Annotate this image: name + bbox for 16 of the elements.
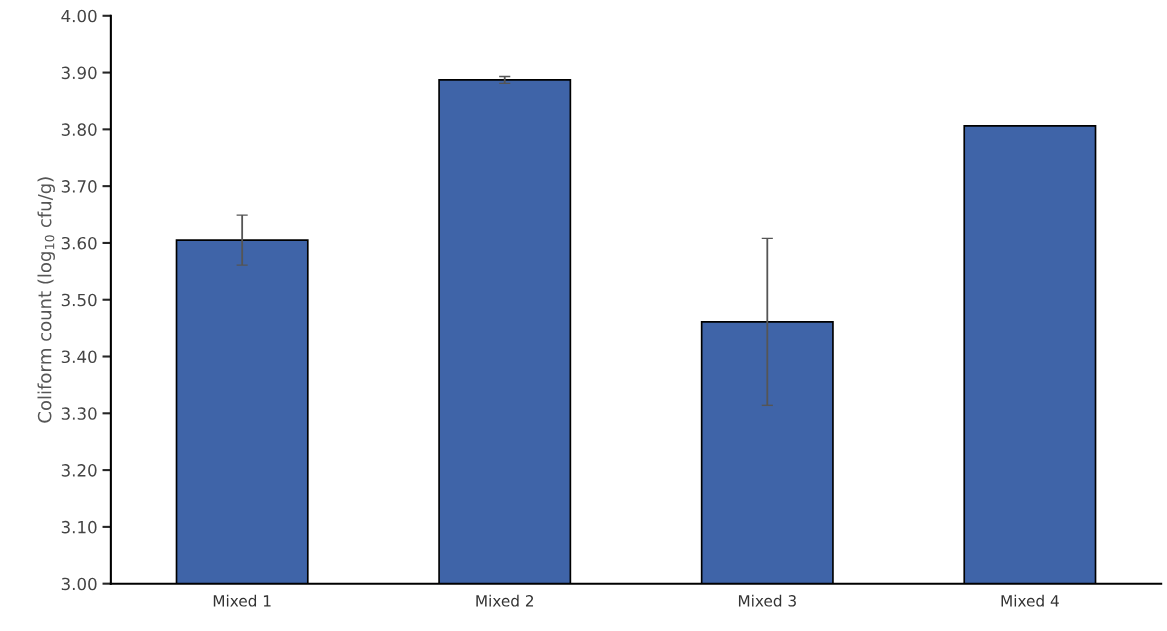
y-tick-label: 3.10 xyxy=(61,520,97,534)
y-tick-label: 3.40 xyxy=(61,350,97,364)
y-tick-label: 3.90 xyxy=(61,66,97,80)
y-tick-label: 3.50 xyxy=(61,293,97,307)
y-tick-label: 4.00 xyxy=(61,9,97,23)
y-tick-label: 3.20 xyxy=(61,464,97,477)
x-tick-label: Mixed 2 xyxy=(476,594,534,607)
x-tick-label: Mixed 1 xyxy=(213,594,271,607)
x-tick-label: Mixed 3 xyxy=(738,594,796,607)
y-tick-label: 3.80 xyxy=(61,123,97,136)
y-axis-title: Coliform count (log$_{10}$ cfu/g) xyxy=(37,177,55,423)
y-tick-label: 3.70 xyxy=(61,180,97,193)
y-tick-label: 3.60 xyxy=(61,236,97,250)
x-tick-label: Mixed 4 xyxy=(1001,594,1059,607)
y-tick-label: 3.30 xyxy=(61,407,97,420)
y-tick-label: 3.00 xyxy=(61,577,97,591)
